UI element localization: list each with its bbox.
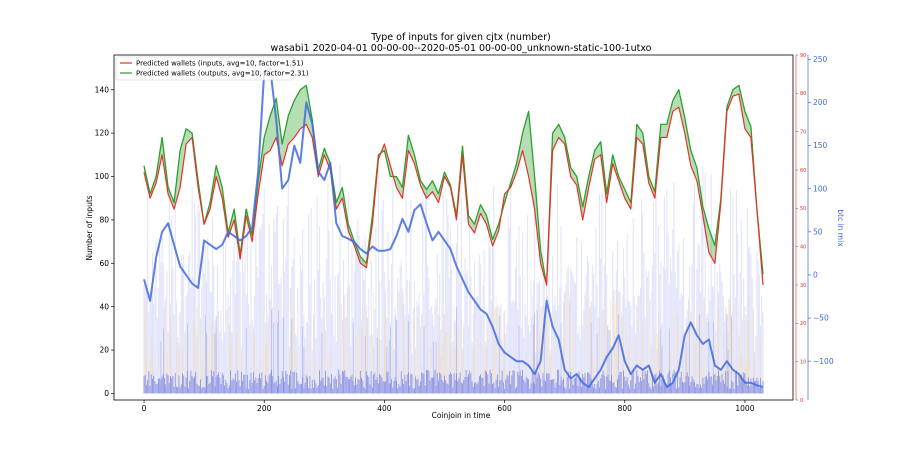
x-tick-label: 0 [142, 404, 147, 413]
y-tick-label: 120 [95, 129, 110, 138]
y-tick-label: 20 [99, 346, 109, 355]
y2-tick-label: 50 [813, 227, 823, 236]
y-tick-label: 0 [104, 389, 109, 398]
x-tick-label: 400 [377, 404, 392, 413]
x-tick-label: 600 [497, 404, 512, 413]
y2-axis-label: btc in mix [836, 209, 845, 247]
y-tick-label: 140 [95, 85, 110, 94]
y-tick-label: 80 [99, 216, 109, 225]
y2-tick-label: 0 [813, 271, 818, 280]
legend: Predicted wallets (inputs, avg=10, facto… [115, 56, 309, 81]
y2-tick-label: −100 [813, 357, 834, 366]
y-tick-label: 60 [99, 259, 109, 268]
legend-label-inputs: Predicted wallets (inputs, avg=10, facto… [136, 60, 304, 68]
y-tick-label: 40 [99, 302, 109, 311]
y3-tick-label: 20 [800, 321, 806, 327]
y3-tick-label: 40 [800, 244, 806, 250]
y3-tick-label: 70 [800, 129, 806, 135]
y3-tick-label: 80 [800, 91, 806, 97]
series-inputs-line [143, 93, 764, 286]
y2-tick-label: 250 [813, 55, 828, 64]
y-axis-label: Number of inputs [85, 195, 94, 260]
y3-tick-label: 50 [800, 206, 806, 212]
legend-label-outputs: Predicted wallets (outputs, avg=10, fact… [136, 70, 309, 78]
y2-tick-label: 200 [813, 98, 828, 107]
series-btc-line [143, 66, 764, 389]
plot-frame [113, 54, 794, 401]
y-tick-label: 100 [95, 172, 110, 181]
x-tick-label: 1000 [735, 404, 754, 413]
x-tick-label: 200 [257, 404, 272, 413]
chart-subtitle: wasabi1 2020-04-01 00-00-00--2020-05-01 … [270, 43, 651, 54]
y2-tick-label: 150 [813, 141, 828, 150]
background-bars [143, 164, 764, 394]
y3-tick-label: 90 [800, 53, 806, 59]
legend-box [115, 56, 295, 81]
plot-area [143, 66, 764, 394]
y3-tick-label: 30 [800, 283, 806, 289]
y3-tick-label: 60 [800, 168, 806, 174]
y2-tick-label: 100 [813, 184, 828, 193]
x-axis-label: Coinjoin in time [432, 411, 491, 420]
x-tick-label: 800 [618, 404, 633, 413]
y3-tick-label: 10 [800, 359, 806, 365]
y3-tick-label: 0 [800, 398, 803, 404]
chart-title: Type of inputs for given cjtx (number) [370, 32, 550, 43]
plot-layer [143, 66, 764, 394]
y2-tick-label: −50 [813, 314, 829, 323]
